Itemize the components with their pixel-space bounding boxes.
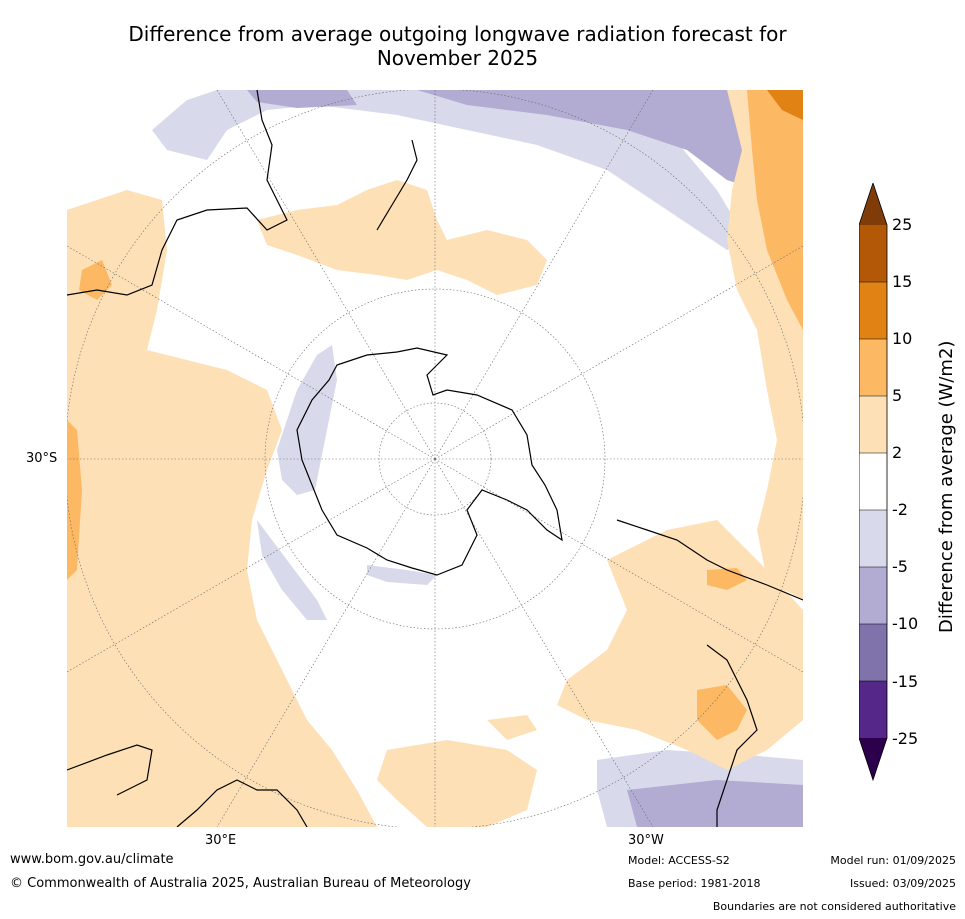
antarctica-outline: [296, 347, 563, 576]
south-america-outline: [616, 519, 803, 827]
positive-anomaly-dark-orange: [767, 90, 803, 120]
positive-anomaly-orange: [67, 90, 803, 740]
footer-base-period: Base period: 1981-2018: [628, 877, 761, 890]
colorbar-over-triangle: [859, 183, 887, 225]
polar-map: [67, 90, 803, 827]
colorbar-tick-5: 5: [892, 386, 903, 405]
footer-issued: Issued: 03/09/2025: [849, 877, 956, 890]
colorbar: [859, 183, 888, 782]
colorbar-segment-neutral: [859, 453, 887, 510]
colorbar-segment-m5-10: [859, 567, 887, 624]
colorbar-dividers: [859, 281, 887, 682]
australia-outline: [67, 90, 288, 296]
colorbar-outline: [859, 183, 888, 782]
colorbar-segment-10-15: [859, 282, 887, 339]
map-title: Difference from average outgoing longwav…: [60, 22, 855, 70]
colorbar-axis-label: Difference from average (W/m2): [936, 340, 957, 633]
colorbar-tick-m15: -15: [892, 672, 919, 691]
colorbar-tick-15: 15: [892, 272, 913, 291]
colorbar-segment-m10-15: [859, 624, 887, 681]
longitude-label-east: 30°E: [205, 833, 237, 848]
positive-anomaly-beige: [67, 90, 803, 827]
colorbar-segment-m2-5: [859, 510, 887, 567]
footer-disclaimer: Boundaries are not considered authoritat…: [712, 900, 956, 913]
title-line-1: Difference from average outgoing longwav…: [128, 22, 787, 46]
colorbar-tick-m10: -10: [892, 614, 919, 633]
footer-url[interactable]: www.bom.gov.au/climate: [10, 852, 174, 867]
map-svg: [67, 90, 803, 827]
graticule: [67, 90, 803, 827]
footer-copyright: © Commonwealth of Australia 2025, Austra…: [10, 876, 471, 891]
colorbar-segment-5-10: [859, 339, 887, 396]
colorbar-tick-2: 2: [892, 443, 903, 462]
africa-outline: [67, 744, 308, 827]
colorbar-tick-25: 25: [892, 215, 913, 234]
footer-model-run: Model run: 01/09/2025: [830, 854, 956, 867]
latitude-label: 30°S: [26, 451, 58, 466]
longitude-label-west: 30°W: [628, 833, 664, 848]
colorbar-tick-m2: -2: [892, 500, 908, 519]
colorbar-tick-10: 10: [892, 329, 913, 348]
footer-model: Model: ACCESS-S2: [628, 854, 730, 867]
title-line-2: November 2025: [376, 46, 539, 70]
colorbar-tick-m5: -5: [892, 557, 908, 576]
colorbar-under-triangle: [859, 738, 887, 780]
new-zealand-outline: [376, 139, 418, 231]
coastlines: [67, 90, 803, 827]
colorbar-segment-2-5: [859, 396, 887, 453]
colorbar-segment-15-25: [859, 225, 887, 282]
colorbar-segment-m15-25: [859, 681, 887, 738]
colorbar-tick-m25: -25: [892, 729, 919, 748]
